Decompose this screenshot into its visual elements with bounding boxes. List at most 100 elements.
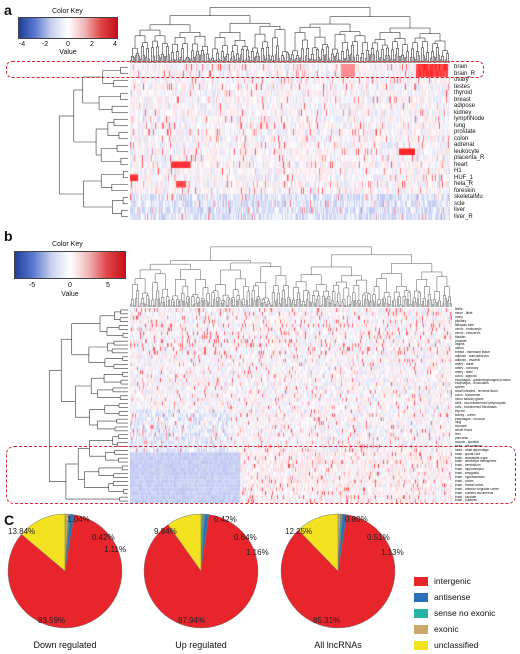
- heatmap-b: [130, 308, 452, 503]
- row-dendrogram-b: [48, 309, 128, 502]
- row-label: ovary: [455, 315, 463, 320]
- row-label: foreskin: [454, 187, 476, 194]
- row-label: minor salivary gland: [455, 397, 484, 402]
- row-label: heart - atrial appendage: [455, 447, 489, 452]
- pie-value-label: 1.16%: [246, 548, 269, 557]
- row-label: HUF_1: [454, 174, 474, 181]
- row-label: artery - tibial: [455, 369, 473, 374]
- legend-label: exonic: [434, 624, 459, 634]
- color-key-b-tick: -5: [28, 282, 36, 289]
- pie-slice-unclassified: [21, 513, 66, 572]
- row-label: brain - cerebellar hemisphere: [455, 459, 497, 464]
- row-label: hela_R: [454, 181, 474, 188]
- color-key-b-title: Color Key: [52, 241, 83, 248]
- row-label: fallopian tube: [455, 322, 474, 327]
- row-label: liver_R: [454, 213, 473, 220]
- color-key-a-tick: 0: [66, 41, 70, 48]
- pie-slice-intergenic: [7, 514, 123, 629]
- column-dendrogram-a: [130, 7, 450, 63]
- row-label: scle: [454, 200, 465, 207]
- row-label: adrenal: [454, 142, 475, 149]
- row-label: cervix - ectocervix: [455, 330, 481, 335]
- row-label: brain - hypothalamus: [455, 475, 485, 480]
- row-label: testes: [454, 83, 471, 90]
- row-label: placenta_R: [454, 155, 485, 162]
- row-label: skeletalMu: [454, 194, 483, 201]
- pie-value-label: 87.94%: [178, 616, 205, 625]
- color-key-a-tick: 4: [113, 41, 117, 48]
- pie-charts: 83.59%1.11%0.42%1.04%13.84%Down regulate…: [7, 513, 404, 650]
- row-label: spleen: [455, 385, 465, 390]
- row-labels-a: brain brain_R ovary testes thyroid breast adip…: [454, 64, 514, 220]
- row-label: lung: [454, 122, 466, 129]
- row-label: kidney: [454, 109, 472, 116]
- color-key-b-tick: 5: [106, 282, 110, 289]
- row-label: brain - putamen: [455, 498, 478, 503]
- row-label: ovary: [454, 77, 469, 84]
- row-label: heart: [454, 161, 468, 168]
- color-key-a-tick: 2: [90, 41, 94, 48]
- row-label: colon - sigmoid: [455, 373, 477, 378]
- row-label: artery - aorta: [455, 361, 474, 366]
- pie-value-label: 83.59%: [38, 616, 65, 625]
- row-label: thyroid: [454, 90, 473, 97]
- pie-slice-unclassified: [297, 513, 339, 572]
- row-label: vagina: [455, 342, 465, 347]
- legend-swatch: [414, 625, 428, 634]
- pie-title: Up regulated: [175, 640, 227, 650]
- row-label: stomach: [455, 424, 468, 429]
- row-label: breast: [454, 96, 471, 103]
- pie-value-label: 1.13%: [381, 548, 404, 557]
- color-key-b-value-label: Value: [61, 291, 79, 298]
- panel-c-letter: C: [4, 512, 15, 528]
- panel-a-letter: a: [4, 2, 12, 18]
- row-label: cells - ebv-transformed lymphocytes: [455, 400, 507, 405]
- row-label: breast - mammary tissue: [455, 350, 491, 355]
- pie-value-label: 0.51%: [367, 533, 390, 542]
- row-label: esophagus - gastroesophageal junction: [455, 377, 511, 382]
- row-label: liver: [454, 207, 466, 214]
- pie-value-label: 13.84%: [8, 527, 35, 536]
- row-label: whole blood: [455, 428, 473, 433]
- row-label: brain - nucleus accumbens: [455, 490, 494, 495]
- legend-swatch: [414, 609, 428, 618]
- panel-b-letter: b: [4, 228, 13, 244]
- row-label: adipose - subcutaneous: [455, 354, 489, 359]
- row-dendrogram-a: [58, 66, 128, 218]
- legend-label: antisense: [434, 592, 471, 602]
- pie-value-label: 0.42%: [92, 533, 115, 542]
- row-label: nerve - tibial: [455, 311, 473, 316]
- row-label: thyroid: [455, 408, 465, 413]
- row-label: pituitary: [455, 319, 467, 324]
- row-label: brain - hippocampus: [455, 467, 484, 472]
- legend-swatch: [414, 593, 428, 602]
- row-label: esophagus - muscularis: [455, 381, 489, 386]
- legend-swatch: [414, 577, 428, 586]
- color-key-a-tick: -2: [41, 41, 49, 48]
- legend-label: sense no exonic: [434, 608, 496, 618]
- row-label: brain - amygdala: [455, 471, 479, 476]
- pie-value-label: 0.80%: [345, 515, 368, 524]
- row-label: lymphNode: [454, 116, 485, 123]
- row-label: brain - anterior cingulate cortex: [455, 486, 499, 491]
- pie-value-label: 12.25%: [285, 527, 312, 536]
- pie-title: All lncRNAs: [314, 640, 362, 650]
- brain-highlight-box-b: [6, 446, 516, 504]
- pie-value-label: 9.84%: [154, 527, 177, 536]
- row-label: brain_R: [454, 70, 476, 77]
- column-dendrogram-b: [130, 246, 452, 307]
- row-label: esophagus - mucosa: [455, 416, 485, 421]
- row-label: brain - caudate: [455, 494, 477, 499]
- pie-slice-unclassified: [167, 513, 202, 572]
- color-key-a-value-label: Value: [59, 49, 77, 56]
- color-key-b-gradient: [14, 251, 126, 279]
- row-label: uterus: [455, 346, 464, 351]
- row-label: liver: [455, 432, 461, 437]
- pie-title: Down regulated: [33, 640, 96, 650]
- row-label: brain - substantia nigra: [455, 455, 488, 460]
- row-label: brain - frontal cortex: [455, 482, 484, 487]
- color-key-b-tick: 0: [68, 282, 72, 289]
- row-label: brain - cortex: [455, 478, 474, 483]
- brain-highlight-box-a: [6, 61, 484, 78]
- color-key-a-tick: -4: [18, 41, 26, 48]
